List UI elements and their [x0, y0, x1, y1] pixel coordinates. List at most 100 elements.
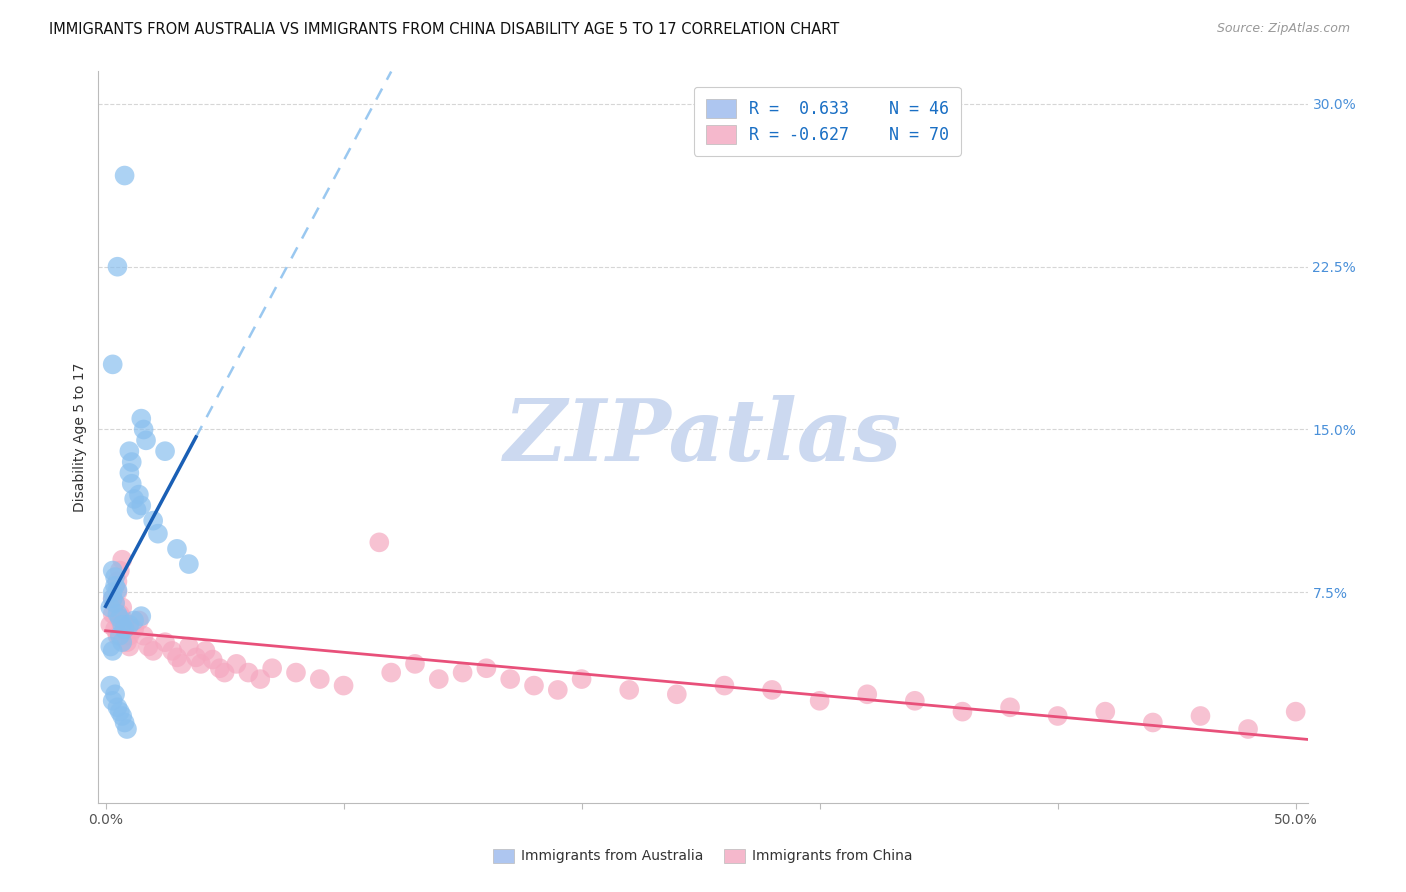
Point — [108, 607, 131, 621]
Point — [111, 611, 134, 625]
Point — [108, 705, 131, 719]
Point — [177, 640, 200, 654]
Point — [108, 614, 131, 628]
Point — [808, 694, 831, 708]
Point — [118, 629, 141, 643]
Point — [129, 499, 152, 513]
Point — [201, 652, 224, 666]
Text: Source: ZipAtlas.com: Source: ZipAtlas.com — [1216, 22, 1350, 36]
Point — [122, 622, 145, 636]
Point — [111, 617, 134, 632]
Point — [114, 617, 136, 632]
Point — [523, 679, 546, 693]
Point — [101, 644, 124, 658]
Point — [225, 657, 247, 671]
Point — [125, 503, 148, 517]
Point — [904, 694, 927, 708]
Point — [208, 661, 231, 675]
Point — [107, 607, 129, 621]
Point — [184, 650, 207, 665]
Point — [308, 672, 330, 686]
Point — [451, 665, 474, 680]
Point — [380, 665, 402, 680]
Point — [404, 657, 426, 671]
Point — [101, 564, 124, 578]
Point — [190, 657, 212, 671]
Point — [111, 552, 134, 566]
Point — [285, 665, 308, 680]
Point — [142, 644, 165, 658]
Point — [111, 709, 134, 723]
Point — [262, 661, 284, 675]
Point — [121, 476, 143, 491]
Point — [998, 700, 1021, 714]
Point — [856, 687, 879, 701]
Point — [142, 514, 165, 528]
Point — [101, 591, 124, 606]
Point — [138, 640, 160, 654]
Point — [98, 617, 121, 632]
Point — [194, 644, 217, 658]
Point — [114, 169, 136, 183]
Point — [135, 434, 157, 448]
Point — [107, 574, 129, 589]
Point — [166, 541, 188, 556]
Point — [132, 422, 155, 436]
Point — [547, 682, 569, 697]
Point — [107, 260, 129, 274]
Point — [101, 357, 124, 371]
Point — [153, 444, 176, 458]
Point — [111, 635, 134, 649]
Point — [1237, 722, 1260, 736]
Point — [427, 672, 450, 686]
Point — [115, 635, 138, 649]
Point — [1046, 709, 1069, 723]
Point — [107, 700, 129, 714]
Point — [214, 665, 236, 680]
Point — [1285, 705, 1308, 719]
Point — [166, 650, 188, 665]
Point — [1142, 715, 1164, 730]
Point — [129, 411, 152, 425]
Point — [475, 661, 498, 675]
Point — [101, 607, 124, 621]
Point — [952, 705, 974, 719]
Point — [619, 682, 641, 697]
Point — [332, 679, 354, 693]
Point — [118, 466, 141, 480]
Point — [249, 672, 271, 686]
Point — [107, 629, 129, 643]
Point — [170, 657, 193, 671]
Point — [101, 694, 124, 708]
Point — [114, 715, 136, 730]
Point — [108, 564, 131, 578]
Point — [122, 491, 145, 506]
Point — [177, 557, 200, 571]
Point — [98, 640, 121, 654]
Point — [499, 672, 522, 686]
Y-axis label: Disability Age 5 to 17: Disability Age 5 to 17 — [73, 362, 87, 512]
Point — [761, 682, 783, 697]
Point — [101, 591, 124, 606]
Legend: Immigrants from Australia, Immigrants from China: Immigrants from Australia, Immigrants fr… — [488, 843, 918, 869]
Point — [108, 629, 131, 643]
Text: ZIPatlas: ZIPatlas — [503, 395, 903, 479]
Point — [160, 644, 183, 658]
Point — [238, 665, 260, 680]
Point — [118, 617, 141, 632]
Point — [104, 596, 127, 610]
Point — [107, 583, 129, 598]
Point — [104, 596, 127, 610]
Point — [111, 600, 134, 615]
Point — [98, 679, 121, 693]
Point — [104, 570, 127, 584]
Point — [368, 535, 391, 549]
Text: IMMIGRANTS FROM AUSTRALIA VS IMMIGRANTS FROM CHINA DISABILITY AGE 5 TO 17 CORREL: IMMIGRANTS FROM AUSTRALIA VS IMMIGRANTS … — [49, 22, 839, 37]
Point — [107, 585, 129, 599]
Point — [132, 629, 155, 643]
Point — [665, 687, 688, 701]
Point — [98, 600, 121, 615]
Point — [121, 455, 143, 469]
Point — [101, 585, 124, 599]
Point — [571, 672, 593, 686]
